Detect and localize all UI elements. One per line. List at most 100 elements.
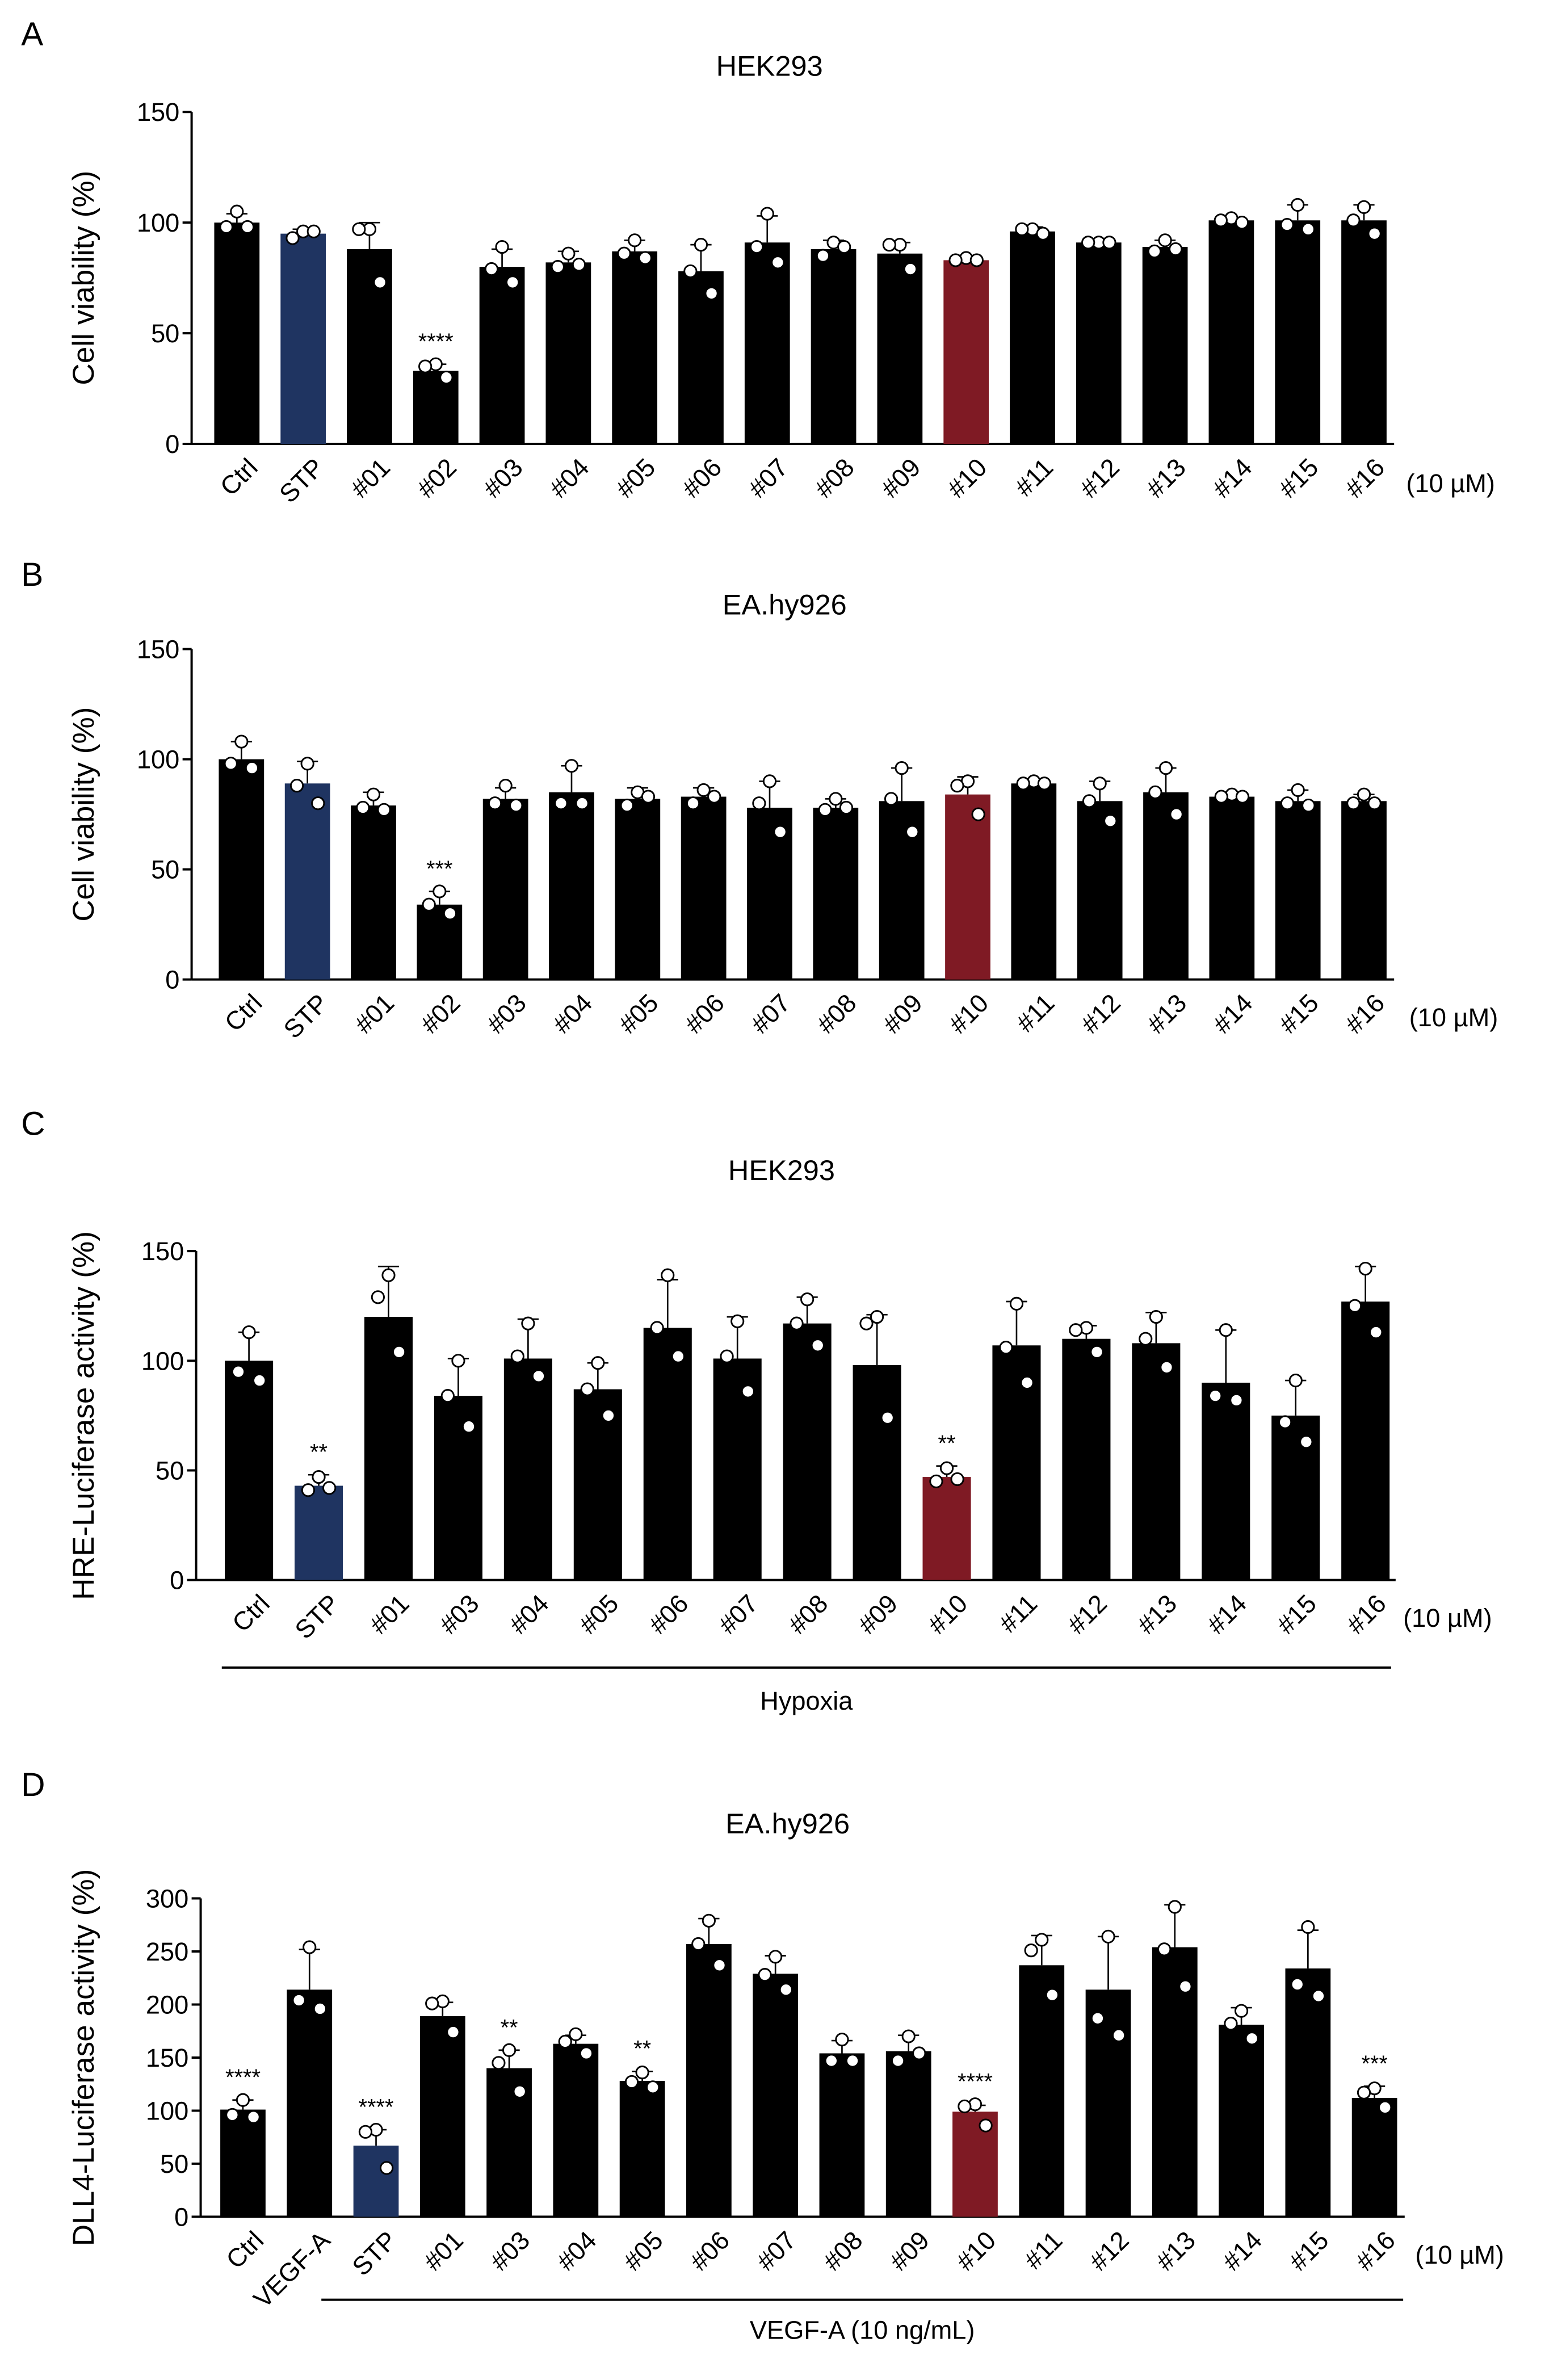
x-tick-label: #05 [610,452,661,503]
x-tick-label: #08 [809,452,859,503]
bar-#11 [1019,1965,1065,2217]
data-point [1024,1944,1038,1958]
bar-#08 [813,807,859,980]
data-point [1378,2100,1392,2114]
x-tick-label: #15 [1271,1589,1322,1639]
data-point [1168,1900,1182,1914]
x-tick-label: Ctrl [220,2226,269,2274]
x-tick-label: #08 [783,1589,833,1639]
x-tick-label: STP [278,988,334,1044]
data-point [1016,776,1030,791]
data-point [720,1349,734,1363]
data-point [580,1382,594,1396]
data-point [240,220,255,234]
data-point [230,204,244,219]
data-point [750,240,764,254]
x-tick-label: #14 [1217,2226,1267,2276]
data-point [300,757,314,771]
data-point [1036,226,1050,241]
panel-letter: C [21,1105,45,1142]
data-point [790,1316,804,1330]
data-point [870,1309,884,1324]
x-tick-label: #11 [993,1589,1043,1638]
data-point [1169,242,1183,257]
x-tick-label: STP [274,452,329,508]
y-tick-label: 0 [165,966,179,994]
bar-#10 [922,1477,971,1580]
data-point [392,1345,406,1359]
data-point [498,779,513,793]
data-point [939,1461,954,1475]
data-point [1290,1977,1304,1992]
x-tick-label: #05 [618,2226,668,2276]
data-point [620,798,634,813]
x-tick-label: #12 [1076,988,1126,1039]
panel-letter: A [21,16,43,53]
data-point [839,800,854,815]
bar-#13 [1132,1343,1181,1580]
x-tick-label: #09 [853,1589,903,1639]
data-point [635,2066,649,2080]
data-point [311,796,325,811]
data-point [510,1349,524,1363]
y-tick-label: 100 [137,208,179,237]
data-point [509,798,523,813]
significance-marker: **** [418,329,454,354]
bar-#11 [1011,783,1057,980]
x-tick-label: #12 [1074,452,1125,503]
data-point [366,787,381,801]
data-point [495,240,509,254]
data-point [769,1950,783,1964]
data-point [1367,226,1382,241]
x-tick-label: #14 [1207,452,1257,503]
data-point [461,1420,476,1434]
data-point [418,359,433,373]
data-point [531,1369,546,1383]
data-point [451,1354,465,1368]
x-tick-label: #15 [1274,988,1324,1039]
data-point [1208,1389,1223,1403]
data-point [1299,1435,1313,1449]
data-point [242,1325,256,1340]
bar-Ctrl [219,759,265,980]
data-point [950,779,964,793]
bar-#04 [553,2043,599,2217]
data-point [694,238,708,252]
bar-#05 [615,799,661,980]
data-point [683,264,698,279]
data-point [1278,1415,1292,1429]
bar-#10 [943,260,989,444]
data-point [1301,222,1315,236]
data-point [234,734,249,749]
x-tick-label: #13 [1151,2226,1201,2276]
data-point [373,275,387,289]
bar-#04 [503,1358,552,1580]
y-tick-label: 300 [146,1884,188,1913]
data-point [246,2110,261,2124]
x-tick-label: Ctrl [215,452,263,501]
bar-#06 [678,271,724,444]
x-tick-label: #07 [751,2226,801,2276]
data-point [628,233,642,247]
data-point [1069,1323,1083,1337]
x-tick-label: #03 [477,452,528,503]
data-point [800,1292,815,1307]
data-point [1358,1261,1372,1276]
x-tick-label: #16 [1350,2226,1400,2276]
x-tick-label: #01 [418,2226,469,2276]
y-tick-label: 100 [141,1346,184,1375]
data-point [440,1389,455,1403]
data-point [1158,761,1173,775]
y-tick-label: 150 [146,2043,188,2072]
data-point [301,1483,316,1497]
x-tick-label: #14 [1202,1589,1252,1639]
x-tick-label: #15 [1273,452,1324,503]
bar-VEGF-A [287,1989,333,2217]
data-point [245,761,259,775]
x-tick-label: Ctrl [219,988,268,1037]
data-point [1009,1296,1024,1311]
unit-note: (10 µM) [1406,469,1495,498]
unit-note: (10 µM) [1403,1604,1492,1632]
bar-STP [280,233,326,444]
x-tick-label: #10 [942,452,992,503]
